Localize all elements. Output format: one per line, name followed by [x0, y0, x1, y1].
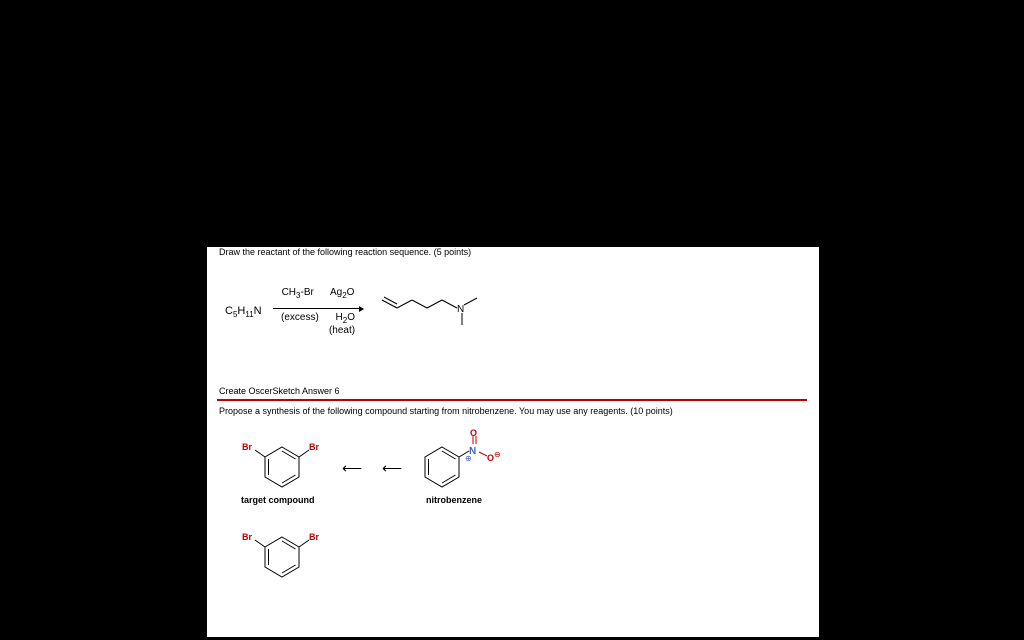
br-label-2: Br [309, 442, 319, 452]
plus-charge: ⊕ [465, 454, 472, 463]
br-label-1: Br [242, 442, 252, 452]
target-compound-label: target compound [241, 495, 315, 505]
nitrobenzene-label: nitrobenzene [426, 495, 482, 505]
bottom-structure: Br Br [237, 522, 327, 587]
section-divider [217, 399, 807, 401]
br-label-4: Br [309, 532, 319, 542]
reagent-ch3br: CH3-Br Ag2O [273, 287, 363, 300]
q1-prompt: Draw the reactant of the following react… [219, 247, 471, 257]
nitrobenzene-structure: N O O ⊖ ⊕ [407, 427, 507, 497]
minus-charge: ⊖ [494, 450, 501, 459]
q2-prompt: Propose a synthesis of the following com… [219, 406, 673, 416]
retrosynthesis-arrows: ⟵ ⟵ [342, 460, 410, 477]
reagent-below-arrow: (excess) H2O (heat) [273, 312, 363, 336]
n-atom-label: N [457, 304, 464, 315]
o-atom-2: O [487, 453, 494, 463]
br-label-3: Br [242, 532, 252, 542]
o-atom-1: O [470, 428, 477, 438]
target-structure: Br Br [237, 432, 327, 497]
reaction-arrow [273, 308, 363, 309]
reagent-above-arrow: CH3-Br Ag2O [273, 287, 363, 300]
worksheet-page: Draw the reactant of the following react… [207, 247, 819, 637]
product-structure: N [377, 285, 507, 335]
reactant-formula: C5H11N [225, 305, 262, 319]
create-answer-link[interactable]: Create OscerSketch Answer 6 [219, 386, 340, 396]
